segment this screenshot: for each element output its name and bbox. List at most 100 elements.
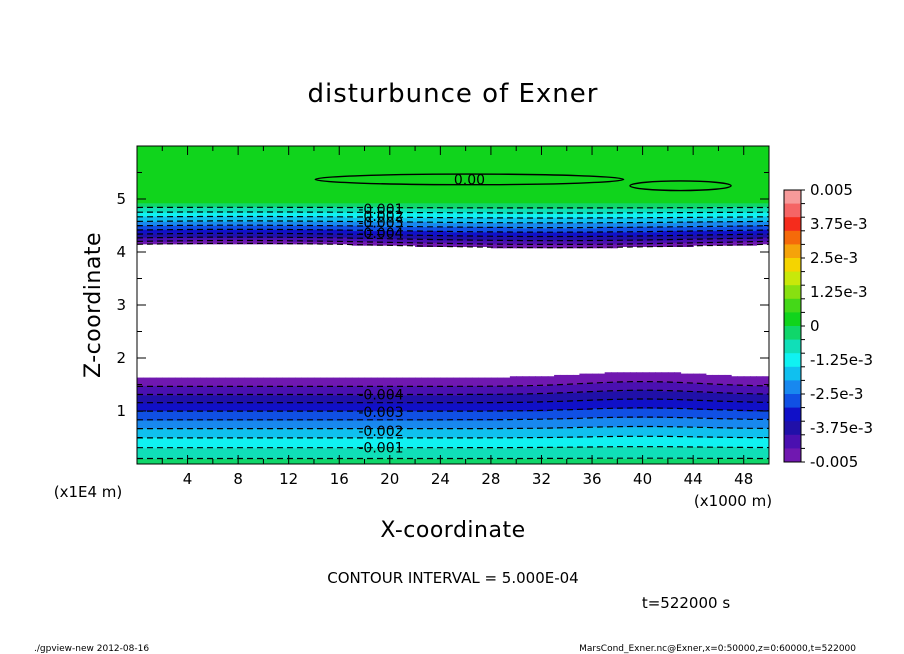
field-cell [193,229,201,234]
field-cell [383,230,391,236]
field-cell [181,211,189,217]
field-cell [358,427,366,438]
field-cell [585,227,593,233]
field-cell [434,242,441,247]
field-cell [497,377,505,387]
field-cell [162,229,170,234]
field-cell [750,385,757,395]
field-cell [547,243,555,249]
field-cell [712,384,720,393]
field-cell [149,377,157,387]
field-cell [269,385,277,396]
field-cell [731,211,738,218]
field-cell [276,233,283,238]
field-cell [212,146,220,204]
field-cell [351,230,359,236]
field-cell [509,227,517,233]
field-cell [377,211,385,218]
field-cell [693,242,701,246]
field-cell [402,217,410,222]
field-cell [187,225,195,230]
field-cell [238,146,246,204]
field-cell [238,237,246,241]
field-cell [332,221,340,226]
field-cell [667,435,675,448]
field-cell [522,217,530,224]
field-cell [295,402,302,412]
field-cell [648,372,656,383]
field-cell [212,211,220,217]
field-cell [642,226,650,233]
field-cell [212,202,220,208]
field-cell [339,419,347,429]
field-cell [396,458,404,464]
field-cell [225,394,233,404]
field-cell [364,427,372,438]
field-cell [566,400,574,410]
field-cell [415,230,422,236]
field-cell [528,418,536,429]
field-cell [364,241,372,246]
field-cell [193,202,201,208]
field-cell [421,410,429,421]
field-cell [276,215,283,222]
field-cell [225,419,233,429]
field-cell [288,437,296,449]
field-cell [408,458,416,464]
field-cell [724,221,732,228]
field-cell [377,230,385,236]
field-cell [762,437,769,449]
field-cell [459,447,467,459]
field-cell [143,447,151,459]
field-cell [231,447,239,459]
field-cell [617,426,625,437]
field-cell [661,390,669,400]
field-cell [592,222,599,229]
field-cell [415,427,422,438]
field-cell [200,215,208,222]
field-cell [465,239,473,245]
field-cell [484,202,492,209]
field-cell [200,447,208,459]
field-cell [402,207,410,213]
field-cell [617,390,625,400]
field-cell [276,221,283,226]
field-cell [762,401,769,412]
field-cell [573,446,580,459]
field-cell [756,376,764,387]
field-cell [263,206,271,213]
field-cell [648,222,656,228]
field-cell [143,146,151,204]
field-cell [762,233,769,238]
field-cell [484,211,492,218]
field-cell [421,217,429,222]
field-cell [162,394,170,404]
field-cell [295,202,302,208]
field-cell [288,385,296,396]
field-cell [731,458,738,464]
field-cell [219,202,227,208]
field-cell [560,202,568,209]
field-cell [257,437,264,449]
field-cell [680,217,688,222]
field-cell [162,427,170,438]
field-cell [137,241,144,245]
field-cell [528,207,536,214]
field-cell [648,426,656,437]
field-cell [686,390,694,401]
field-cell [370,234,378,240]
field-cell [162,221,170,226]
field-cell [250,437,258,449]
time-label: t=522000 s [642,594,730,612]
field-cell [263,237,271,241]
field-cell [718,437,726,448]
field-cell [737,206,745,213]
field-cell [250,427,258,438]
field-cell [731,221,738,226]
field-cell [402,230,410,236]
field-cell [547,418,555,429]
field-cell [490,213,498,218]
field-cell [257,229,264,234]
field-cell [750,447,757,459]
field-cell [655,146,663,204]
